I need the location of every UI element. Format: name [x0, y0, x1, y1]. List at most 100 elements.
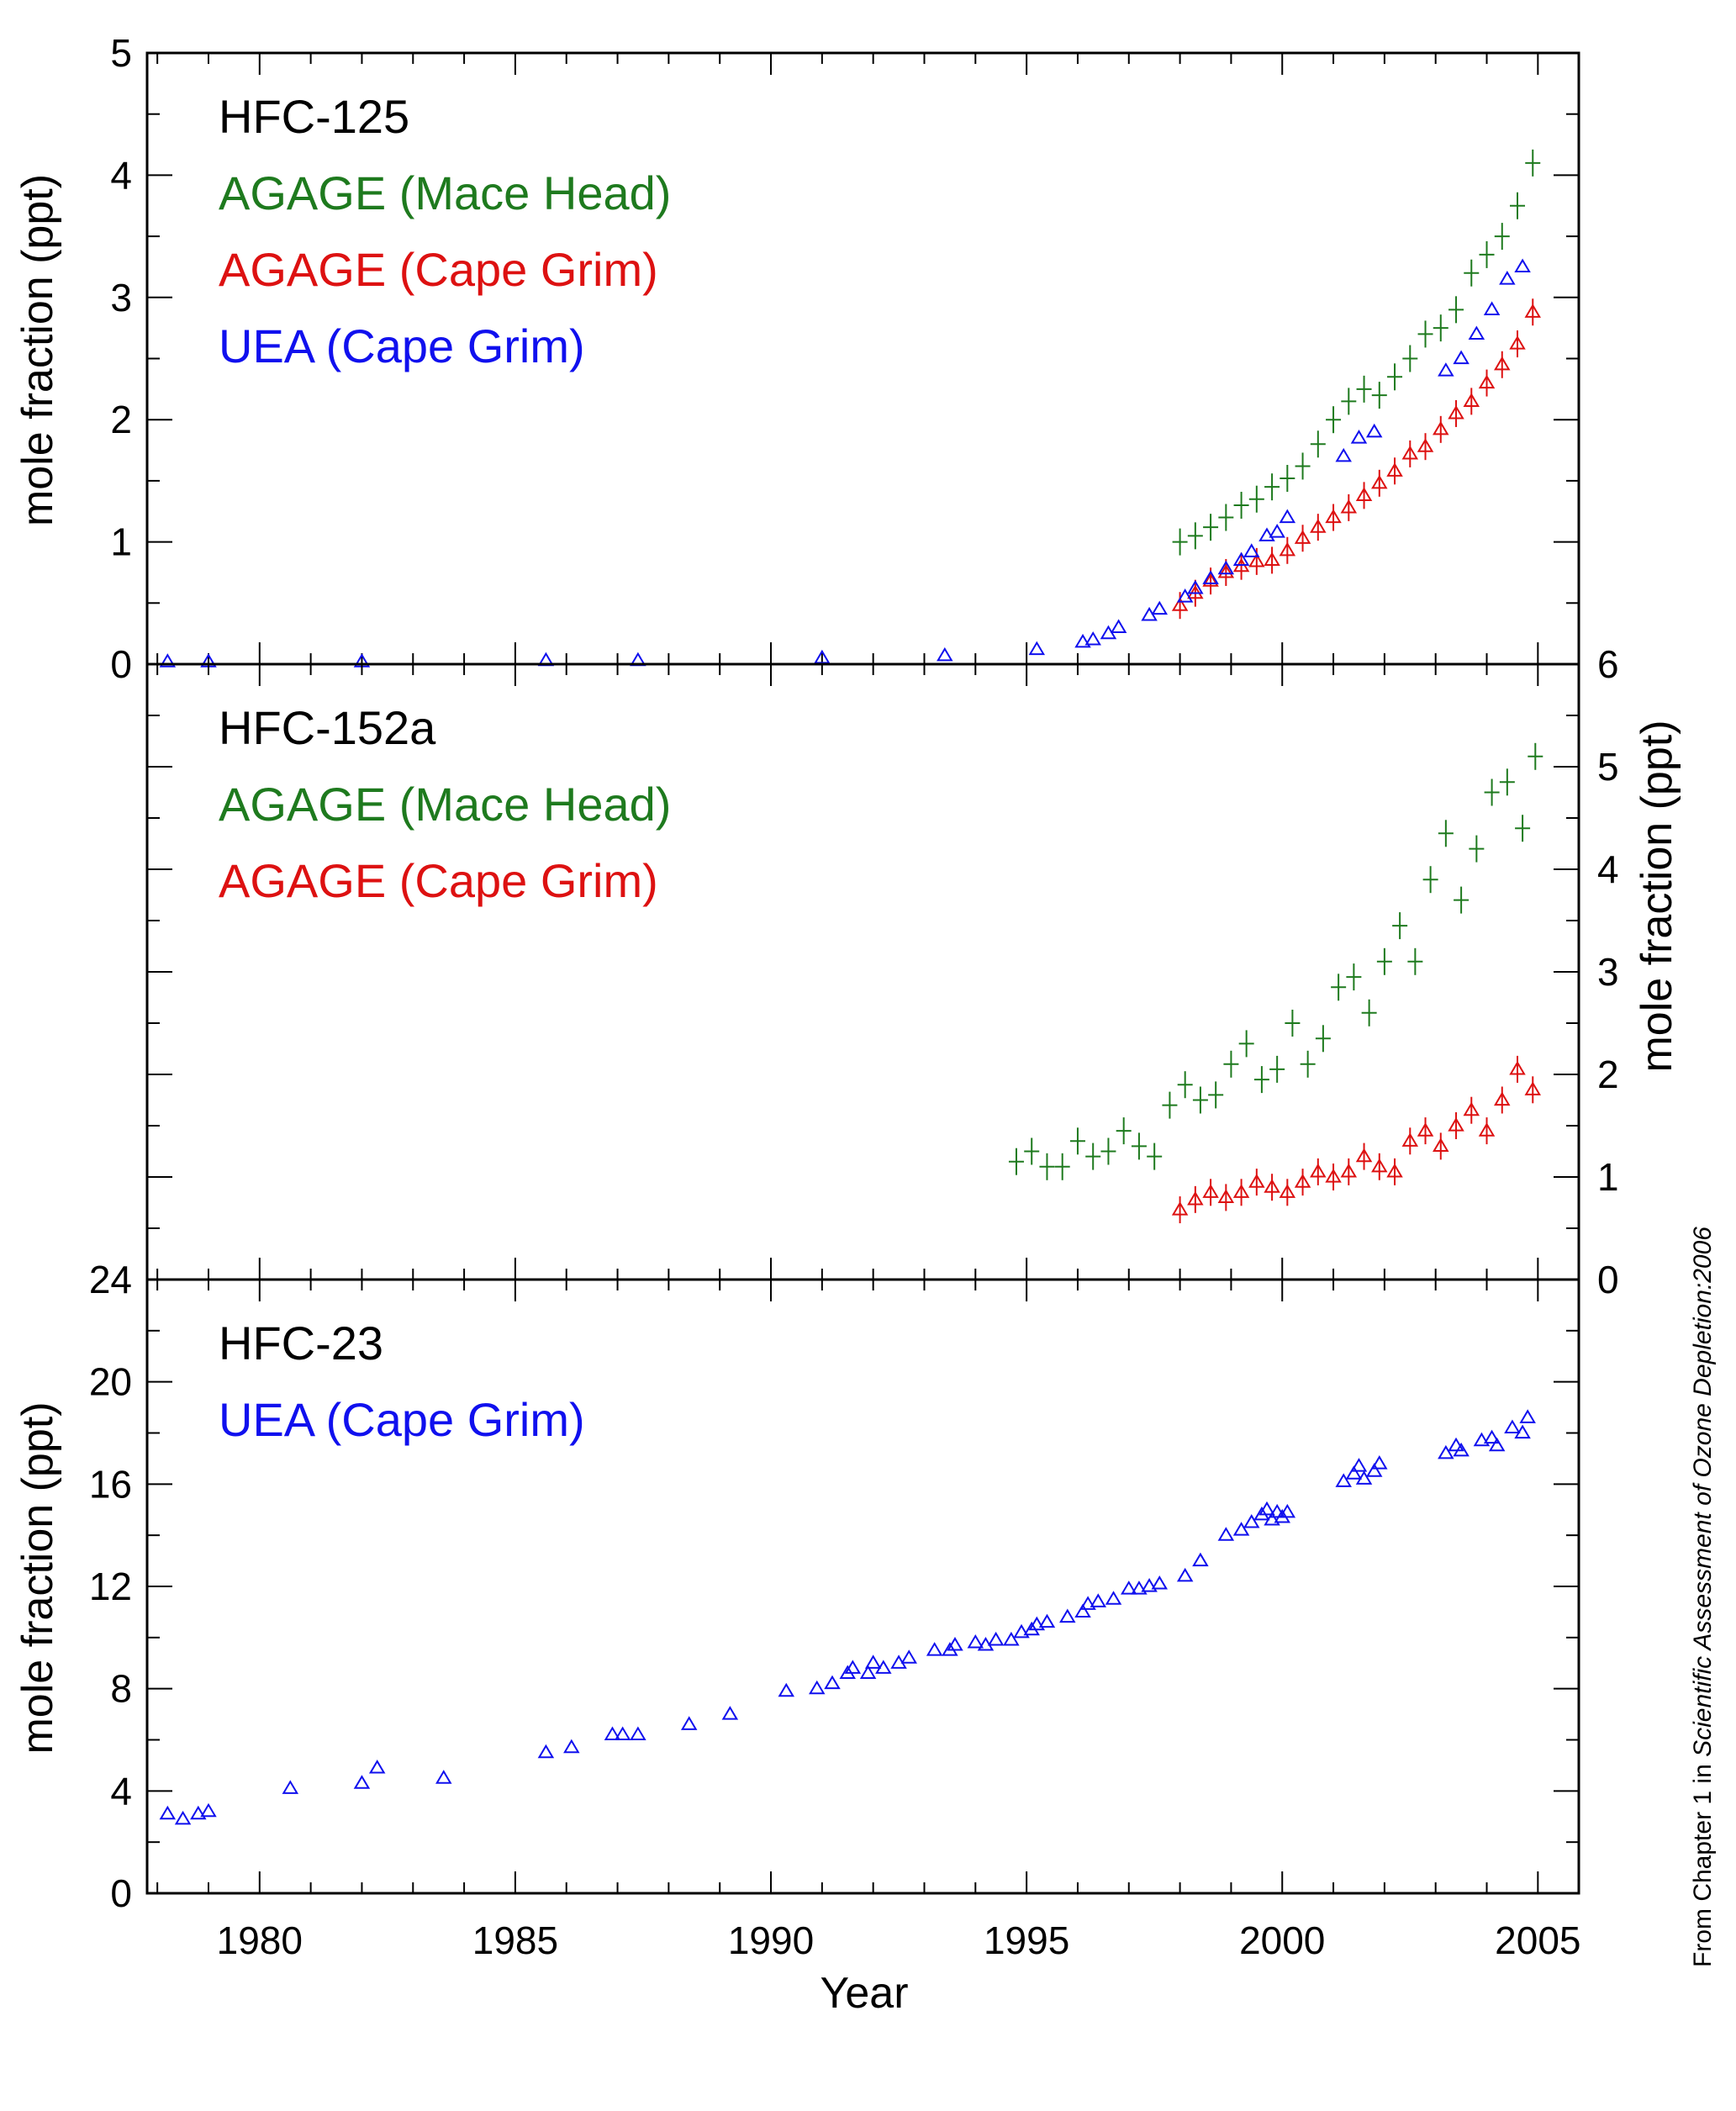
data-point — [1285, 1010, 1301, 1037]
y-tick-label: 2 — [110, 398, 132, 441]
triangle-mark — [1084, 631, 1101, 646]
data-point — [1192, 1552, 1209, 1567]
y-tick-label: 6 — [1597, 642, 1619, 686]
triangle-mark — [1248, 1174, 1265, 1188]
y-tick-label: 0 — [110, 1871, 132, 1915]
triangle-mark — [1509, 1060, 1526, 1075]
data-point — [1499, 768, 1515, 796]
data-point — [1340, 1158, 1358, 1185]
triangle-mark — [1141, 1578, 1158, 1592]
y-tick-label: 5 — [1597, 745, 1619, 789]
data-point — [1483, 301, 1501, 315]
triangle-mark — [368, 1759, 386, 1774]
y-tick-label: 3 — [110, 276, 132, 319]
data-point — [809, 1680, 826, 1695]
triangle-mark — [1232, 1522, 1250, 1536]
data-point — [814, 649, 831, 664]
y-tick-label: 2 — [1597, 1053, 1619, 1096]
triangle-mark — [1151, 1575, 1169, 1590]
data-point — [1448, 399, 1464, 427]
data-point — [1079, 1596, 1096, 1610]
data-point — [1192, 1086, 1208, 1114]
data-point — [1187, 522, 1203, 550]
data-point — [1483, 1429, 1501, 1444]
y-tick-label: 3 — [1597, 950, 1619, 994]
data-point — [1203, 514, 1219, 541]
triangle-mark — [1417, 1122, 1434, 1137]
data-point — [1176, 588, 1194, 603]
data-point — [875, 1660, 892, 1674]
triangle-mark — [1090, 1593, 1107, 1607]
triangle-mark — [1488, 1437, 1506, 1452]
data-point — [1401, 440, 1419, 467]
data-point — [1162, 1091, 1178, 1119]
y-tick-label: 5 — [110, 31, 132, 75]
data-point — [1218, 504, 1234, 531]
data-point — [1469, 835, 1485, 863]
y-tick-label: 24 — [89, 1258, 132, 1301]
x-tick-label: 1985 — [472, 1918, 558, 1962]
data-point — [824, 1675, 841, 1690]
data-point — [1028, 1616, 1046, 1631]
data-point — [1269, 1055, 1285, 1083]
triangle-mark — [1371, 474, 1388, 489]
data-point — [1208, 1081, 1224, 1109]
triangle-mark — [1171, 1201, 1189, 1216]
triangle-mark — [1453, 1442, 1470, 1457]
data-point — [1280, 464, 1295, 492]
triangle-mark — [1217, 560, 1235, 575]
triangle-mark — [1453, 350, 1470, 365]
data-point — [1217, 1184, 1235, 1211]
triangle-mark — [1371, 1455, 1388, 1470]
triangle-mark — [721, 1706, 739, 1720]
panel-hfc-23: 0 4 8 12 16 20 24 mole fraction (ppt) 1980 1985 19… — [13, 1258, 1581, 1962]
data-point — [1335, 1473, 1352, 1487]
y-tick-label: 0 — [1597, 1258, 1619, 1301]
triangle-mark — [1279, 1184, 1296, 1198]
data-point — [1217, 1527, 1235, 1541]
triangle-mark — [1310, 1163, 1327, 1178]
triangle-mark — [864, 1654, 882, 1669]
triangle-mark — [947, 1636, 963, 1651]
triangle-mark — [1514, 1424, 1531, 1439]
triangle-mark — [1243, 1513, 1260, 1528]
data-point — [859, 1665, 877, 1680]
data-point — [1258, 527, 1275, 541]
data-point — [1171, 592, 1189, 620]
data-point — [1448, 1112, 1464, 1139]
triangle-mark — [1217, 1527, 1235, 1541]
triangle-mark — [1433, 1137, 1449, 1152]
data-point — [1084, 631, 1101, 646]
data-point — [1090, 1593, 1107, 1607]
triangle-mark — [1232, 1184, 1250, 1198]
data-point — [1473, 1432, 1491, 1447]
triangle-mark — [435, 1770, 452, 1784]
data-point — [1454, 886, 1470, 914]
triangle-mark — [1386, 1163, 1403, 1178]
data-point — [1463, 388, 1480, 415]
triangle-mark — [824, 1675, 841, 1690]
triangle-mark — [926, 1642, 943, 1656]
triangle-mark — [1059, 1608, 1076, 1623]
data-point — [1453, 1442, 1470, 1457]
data-point — [1448, 1437, 1464, 1452]
triangle-mark — [537, 1744, 555, 1759]
data-point — [1074, 1603, 1091, 1618]
data-point — [1187, 1185, 1204, 1213]
triangle-mark — [563, 1739, 580, 1754]
data-point — [1479, 240, 1495, 268]
triangle-mark — [190, 1805, 207, 1820]
data-point — [537, 1744, 555, 1759]
triangle-mark — [282, 1780, 299, 1794]
triangle-mark — [1176, 588, 1194, 603]
triangle-mark — [1279, 1503, 1296, 1518]
data-point — [947, 1636, 963, 1651]
triangle-mark — [900, 1649, 917, 1664]
triangle-mark — [1217, 1189, 1235, 1203]
triangle-mark — [1463, 1101, 1480, 1116]
triangle-mark — [1371, 1158, 1388, 1173]
data-point — [159, 1805, 177, 1820]
plot-frame — [145, 1278, 1580, 1895]
